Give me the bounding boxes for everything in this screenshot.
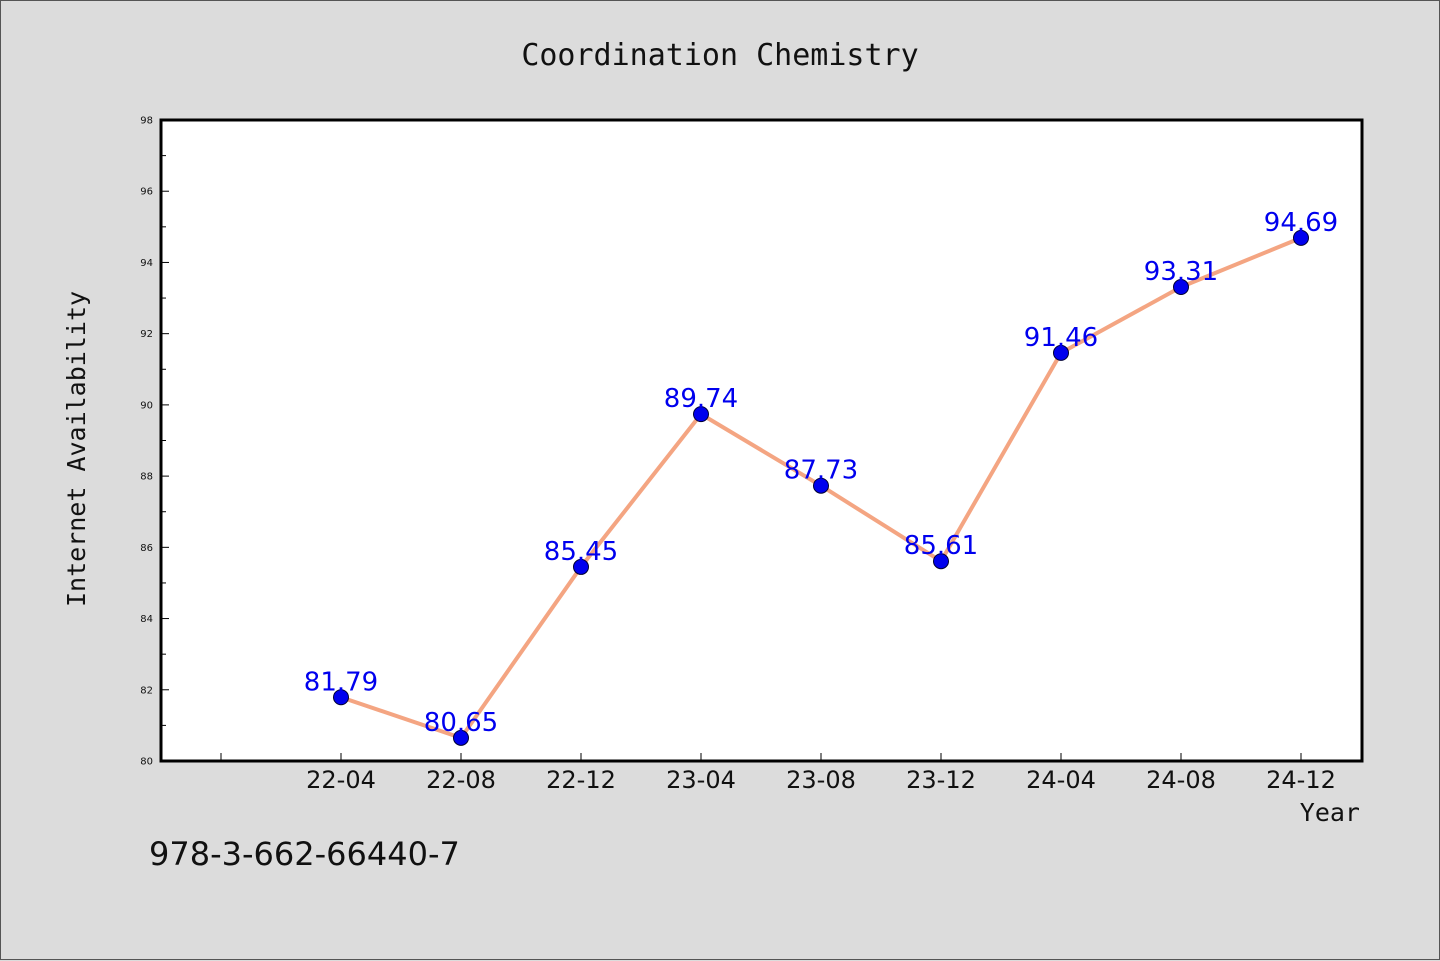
data-label: 87.73 [784, 456, 858, 486]
data-label: 91.46 [1024, 323, 1098, 353]
series-markers [333, 229, 1309, 746]
data-label: 89.74 [664, 384, 738, 414]
x-tick-label: 23-12 [906, 766, 976, 794]
y-axis: 80 82 84 86 88 90 92 94 96 98 [140, 116, 169, 768]
data-point [933, 553, 949, 570]
y-tick-label: 94 [140, 258, 153, 269]
data-point [693, 406, 709, 423]
x-tick-label: 22-08 [426, 766, 496, 794]
data-label: 80.65 [424, 708, 498, 738]
y-tick-label: 98 [140, 116, 153, 127]
data-point [333, 689, 349, 706]
y-axis-label: Internet Availability [62, 291, 91, 607]
x-tick-label: 24-08 [1146, 766, 1216, 794]
y-tick-label: 84 [140, 614, 153, 625]
data-label: 81.79 [304, 667, 378, 697]
y-tick-label: 92 [140, 329, 153, 340]
data-point [1293, 229, 1309, 246]
y-tick-label: 86 [140, 543, 153, 554]
data-label: 93.31 [1144, 257, 1218, 287]
data-point [573, 558, 589, 575]
x-axis-label: Year [1300, 798, 1360, 827]
x-tick-label: 22-04 [306, 766, 376, 794]
data-label: 85.45 [544, 537, 618, 567]
data-point [1173, 279, 1189, 296]
x-tick-label: 22-12 [546, 766, 616, 794]
data-point [1053, 344, 1069, 361]
x-tick-label: 24-12 [1266, 766, 1336, 794]
y-tick-label: 88 [140, 472, 153, 483]
data-label: 94.69 [1264, 208, 1338, 238]
x-tick-label: 23-08 [786, 766, 856, 794]
data-point [453, 729, 469, 746]
chart-title: Coordination Chemistry [521, 38, 918, 73]
y-tick-label: 82 [140, 685, 153, 696]
y-tick-label: 90 [140, 400, 153, 411]
data-labels: 81.79 80.65 85.45 89.74 87.73 85.61 91.46 93.31… [304, 208, 1338, 738]
x-axis: 22-04 22-08 22-12 23-04 23-08 23-12 24-04 24-08… [220, 753, 1336, 794]
data-point [813, 477, 829, 494]
x-tick-label: 24-04 [1026, 766, 1096, 794]
data-label: 85.61 [904, 531, 978, 561]
y-tick-label: 80 [140, 757, 153, 768]
plot-area [159, 118, 1364, 763]
isbn-text: 978-3-662-66440-7 [149, 835, 460, 873]
y-tick-label: 96 [140, 187, 153, 198]
x-tick-label: 23-04 [666, 766, 736, 794]
